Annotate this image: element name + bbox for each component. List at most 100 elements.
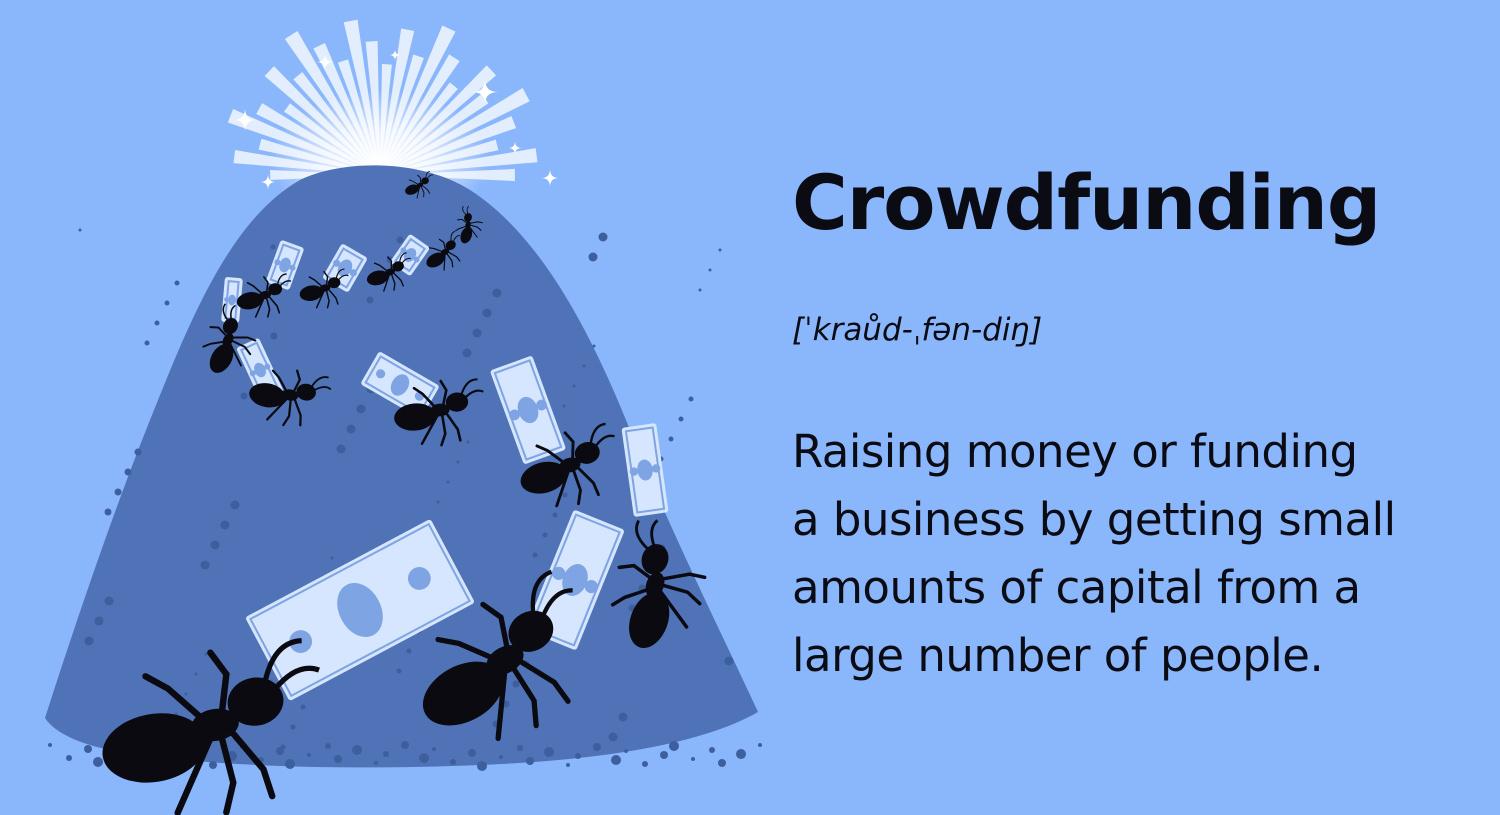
pebble (419, 753, 429, 763)
sparkle-icon (508, 141, 522, 155)
pebble (758, 743, 762, 747)
dirt-speck (446, 480, 450, 484)
dirt-speck (456, 460, 460, 464)
ant-icon (102, 638, 320, 815)
dirt-speck (330, 556, 334, 560)
pebble (285, 759, 295, 769)
dirt-speck (436, 500, 440, 504)
dirt-speck (718, 248, 722, 252)
dirt-speck (562, 404, 566, 408)
pebble (84, 745, 92, 753)
ant-icon (520, 422, 615, 508)
dirt-speck (114, 488, 122, 496)
definition-text: Raising money or funding a business by g… (792, 418, 1482, 690)
dirt-speck (678, 416, 684, 422)
sparkle-icon (260, 174, 276, 190)
dirt-speck (300, 704, 306, 710)
pebble (611, 755, 621, 765)
dirt-speck (210, 540, 220, 550)
pebble (593, 743, 601, 751)
dirt-speck (512, 680, 520, 688)
ant-icon (422, 569, 573, 742)
dirt-speck (336, 444, 346, 454)
dollar-bill-icon (361, 352, 439, 418)
sparkle-icon (541, 169, 559, 187)
dirt-speck (78, 228, 82, 232)
dirt-speck (290, 724, 296, 730)
sparkle-icon (316, 53, 334, 71)
pebble (352, 745, 362, 755)
ant-icon (202, 303, 257, 373)
ant-icon (394, 378, 484, 447)
ant-icon (405, 170, 434, 199)
pebble (374, 761, 378, 765)
dollar-bill-icon (246, 519, 474, 701)
pebble (660, 751, 668, 759)
pebble (93, 757, 103, 767)
dirt-speck (144, 340, 150, 346)
dirt-speck (708, 268, 712, 272)
pebble (499, 755, 503, 759)
dirt-speck (462, 348, 472, 358)
dirt-speck (104, 508, 112, 516)
dirt-speck (270, 244, 276, 250)
dirt-speck (592, 344, 596, 348)
dirt-speck (668, 436, 674, 442)
pebble (276, 747, 284, 755)
pebble (325, 743, 331, 749)
dirt-speck (104, 596, 114, 606)
pebble (209, 761, 217, 769)
pebble (544, 747, 554, 757)
dollar-bill-icon (621, 423, 669, 517)
dirt-speck (598, 232, 608, 242)
dirt-speck (154, 320, 160, 326)
pebble (709, 747, 715, 753)
dirt-speck (582, 364, 586, 368)
dirt-speck (562, 492, 568, 498)
dirt-speck (406, 648, 412, 654)
dirt-speck (174, 280, 180, 286)
dirt-speck (688, 396, 694, 402)
dirt-speck (466, 440, 470, 444)
dirt-speck (164, 300, 170, 306)
pebble (526, 757, 534, 765)
dirt-speck (134, 448, 142, 456)
dirt-speck (194, 672, 198, 676)
definition-line: a business by getting small (792, 493, 1396, 546)
dirt-speck (482, 308, 492, 318)
dirt-speck (356, 404, 366, 414)
pebble (432, 747, 436, 751)
pebble (517, 745, 523, 751)
pebble (624, 749, 628, 753)
pebble (383, 751, 389, 757)
ant-hill-illustration (45, 19, 762, 815)
dirt-speck (698, 288, 702, 292)
sparkle-icon (472, 79, 498, 105)
dirt-speck (124, 468, 132, 476)
pebble (566, 763, 570, 767)
dirt-speck (472, 328, 482, 338)
dirt-speck (572, 384, 576, 388)
pebble (718, 759, 726, 767)
dirt-speck (396, 236, 404, 244)
dirt-speck (220, 520, 230, 530)
ant-icon (299, 268, 349, 309)
dollar-bill-icon (490, 356, 566, 464)
dirt-speck (94, 616, 104, 626)
pebble (575, 753, 581, 759)
pronunciation: [ˈkraůd-ˌfən-diŋ] (792, 312, 1043, 348)
ant-icon (249, 369, 332, 427)
ant-icon (610, 519, 707, 648)
pebble (468, 749, 476, 757)
pebble (66, 755, 72, 761)
dirt-speck (618, 712, 628, 722)
dirt-speck (84, 636, 94, 646)
dirt-speck (366, 296, 374, 304)
definition-line: amounts of capital from a (792, 561, 1361, 614)
dirt-speck (200, 560, 210, 570)
dirt-speck (240, 392, 248, 400)
dirt-speck (532, 552, 538, 558)
dirt-speck (184, 692, 188, 696)
ant-icon (366, 252, 411, 292)
